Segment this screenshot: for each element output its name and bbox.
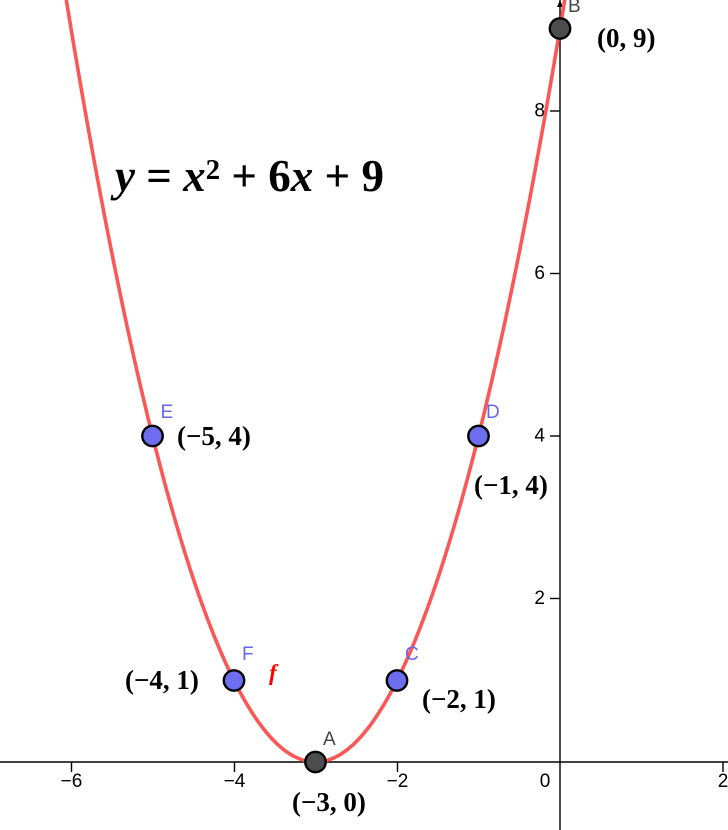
- svg-text:E: E: [161, 402, 174, 423]
- svg-text:(0, 9): (0, 9): [597, 23, 655, 53]
- svg-text:(−2, 1): (−2, 1): [422, 684, 496, 714]
- svg-text:−2: −2: [387, 771, 409, 792]
- svg-text:(−4, 1): (−4, 1): [125, 665, 199, 695]
- svg-text:−6: −6: [61, 771, 83, 792]
- svg-text:A: A: [323, 729, 336, 750]
- svg-text:D: D: [486, 402, 500, 423]
- svg-text:(−1, 4): (−1, 4): [474, 470, 548, 500]
- svg-text:(−3, 0): (−3, 0): [292, 787, 366, 817]
- svg-text:2: 2: [718, 771, 728, 792]
- svg-text:C: C: [405, 644, 419, 665]
- svg-text:4: 4: [534, 426, 545, 447]
- svg-text:6: 6: [534, 263, 545, 284]
- svg-text:(−5, 4): (−5, 4): [177, 421, 251, 451]
- svg-text:B: B: [568, 0, 581, 17]
- svg-text:0: 0: [540, 771, 551, 792]
- svg-text:f: f: [269, 660, 279, 685]
- svg-text:F: F: [242, 644, 254, 665]
- svg-text:y = x2 + 6x + 9: y = x2 + 6x + 9: [110, 151, 384, 201]
- svg-text:−4: −4: [224, 771, 246, 792]
- svg-text:2: 2: [534, 588, 545, 609]
